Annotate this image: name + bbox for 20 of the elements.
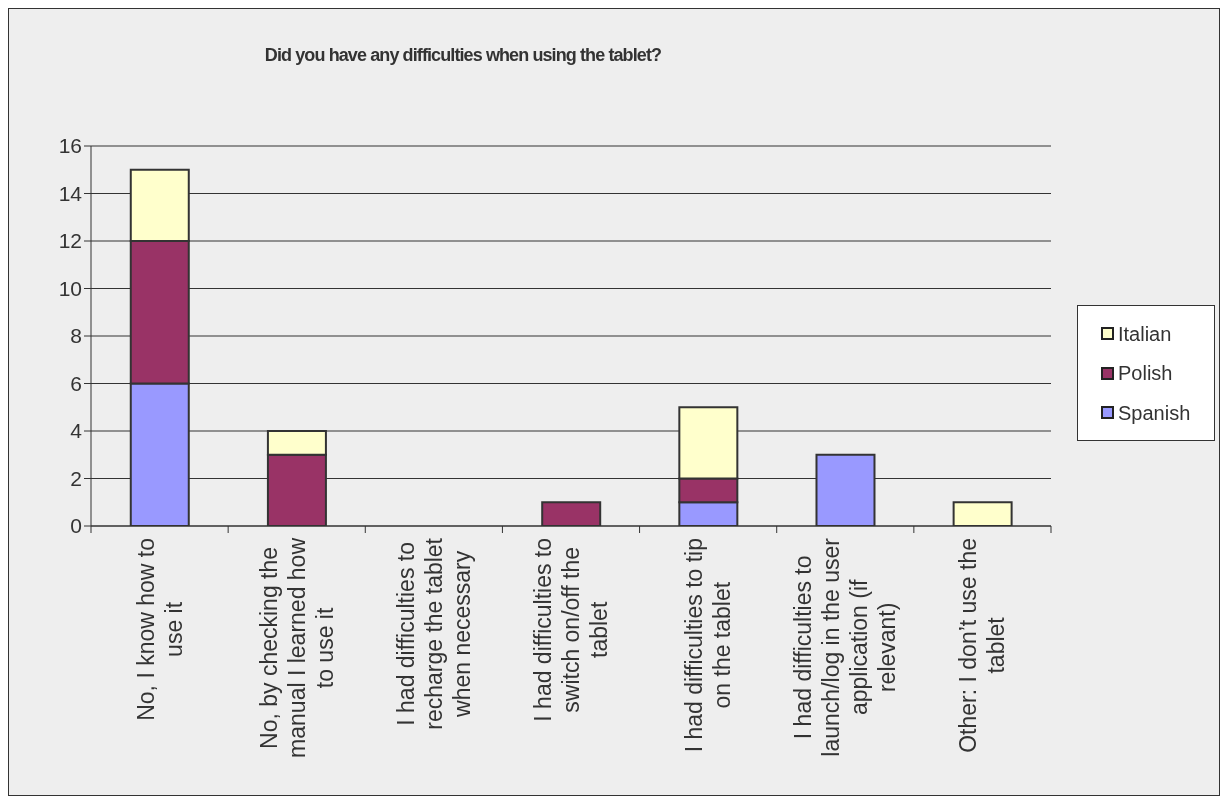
- x-tick-label: I had difficulties to switch on/off the tablet: [530, 538, 613, 722]
- y-tick-label: 2: [70, 466, 82, 490]
- y-tick-label: 6: [70, 371, 82, 395]
- legend-label: Italian: [1118, 321, 1172, 346]
- x-tick-label: I had difficulties to tip on the tablet: [681, 538, 736, 753]
- y-tick-label: 10: [58, 276, 82, 300]
- y-tick-label: 8: [70, 324, 82, 348]
- legend-label: Spanish: [1118, 400, 1191, 425]
- x-tick-label: I had difficulties to launch/log in the user application (if relevant): [790, 537, 901, 757]
- y-tick-label: 0: [70, 514, 82, 538]
- x-tick-label: No, by checking the manual I learned how to use it: [255, 537, 338, 758]
- chart-title: Did you have any difficulties when using the tablet?: [263, 44, 663, 67]
- y-tick-label: 14: [58, 181, 83, 205]
- x-tick-label: Other: I don’t use the tablet: [955, 538, 1010, 753]
- x-tick-label: No, I know how to use it: [132, 538, 187, 721]
- legend-label: Polish: [1118, 361, 1173, 385]
- y-tick-label: 12: [58, 229, 82, 253]
- y-tick-label: 4: [70, 419, 83, 443]
- x-tick-label: I had difficulties to recharge the tablet when necessary: [392, 537, 475, 730]
- y-tick-label: 16: [58, 134, 82, 158]
